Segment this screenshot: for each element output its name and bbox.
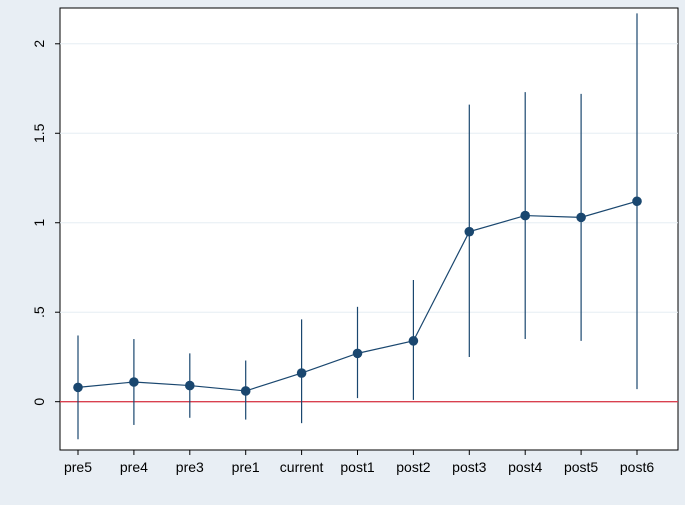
- x-tick-label: post1: [340, 459, 374, 475]
- axes: 0 .5 1 1.5 2 pre5 pre4 pre3 pre1 current post1 post…: [31, 40, 654, 475]
- data-point: [185, 380, 195, 391]
- y-tick-label: .5: [31, 306, 47, 318]
- data-point: [73, 382, 83, 393]
- data-point: [296, 368, 307, 378]
- x-tick-label: current: [280, 459, 324, 475]
- grid-lines: [60, 43, 678, 313]
- y-tick-label: 2: [31, 40, 47, 48]
- x-tick-label: post6: [620, 459, 654, 475]
- data-point: [129, 377, 139, 387]
- data-point: [576, 212, 586, 223]
- x-tick-label: pre4: [120, 459, 148, 475]
- x-tick-label: pre5: [64, 459, 92, 475]
- y-tick-label: 1: [31, 219, 47, 227]
- x-tick-label: post2: [396, 459, 430, 475]
- x-tick-label: post4: [508, 459, 542, 475]
- x-tick-label: post5: [564, 459, 598, 475]
- plot-area: [59, 7, 679, 451]
- x-tick-label: pre3: [176, 459, 204, 475]
- data-point: [352, 348, 363, 359]
- data-point: [464, 226, 475, 237]
- data-points: [73, 196, 642, 396]
- x-tick-label: pre1: [232, 459, 260, 475]
- data-point: [240, 386, 251, 396]
- y-tick-label: 1.5: [31, 123, 47, 143]
- x-tick-label: post3: [452, 459, 486, 475]
- data-point: [408, 336, 419, 346]
- y-tick-label: 0: [31, 398, 47, 406]
- data-point: [632, 196, 642, 207]
- data-point: [520, 210, 530, 221]
